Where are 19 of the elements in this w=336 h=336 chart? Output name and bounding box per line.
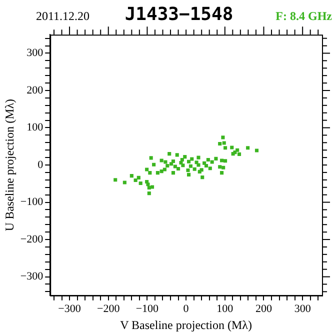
y-tick-label: 300 [26,47,44,60]
x-tick-label: 100 [216,302,234,315]
x-tick-label: 0 [183,302,190,315]
chart-title: J1433−1548 [124,4,234,25]
chart-subtitle: 2011.12.20 [36,9,90,24]
y-tick-label: 0 [38,158,44,171]
x-tick-label: 300 [294,302,312,315]
x-axis-title: V Baseline projection (Mλ) [120,318,252,332]
text: F: 8.4 GHz [276,9,332,24]
y-tick-label: 100 [26,122,44,134]
y-tick-label: −300 [20,270,44,283]
y-axis-title: U Baseline projection (Mλ) [2,98,16,232]
y-tick-label: −200 [20,233,44,246]
y-tick-label: −100 [20,196,44,208]
y-tick-label: 200 [26,84,44,96]
x-tick-label: −300 [58,302,82,315]
x-tick-label: −200 [97,302,120,315]
x-tick-label: 200 [255,302,272,315]
x-tick-label: −100 [136,302,160,315]
